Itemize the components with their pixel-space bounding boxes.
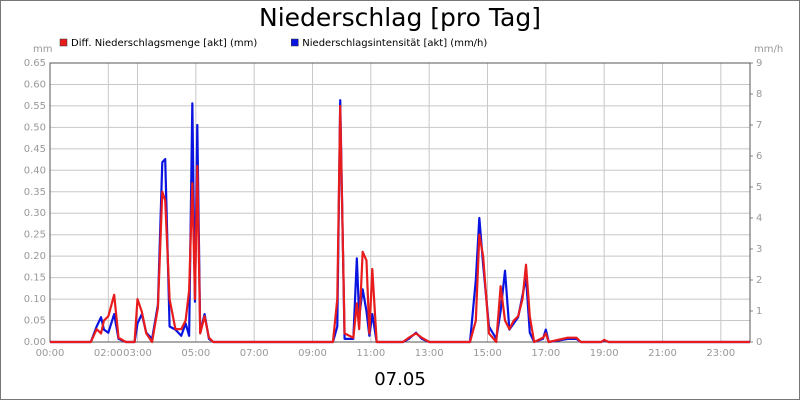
x-tick-label: 07:00 — [240, 348, 269, 359]
x-tick-label: 11:00 — [356, 348, 385, 359]
y-axis-label: mm — [33, 44, 52, 55]
y-tick-label: 0.05 — [24, 316, 46, 327]
y2-tick-label: 8 — [756, 89, 762, 100]
x-axis-label: 07.05 — [374, 369, 426, 390]
y2-tick-label: 5 — [756, 182, 762, 193]
y-tick-label: 0.60 — [24, 79, 46, 90]
legend-label: Diff. Niederschlagsmenge [akt] (mm) — [71, 38, 257, 49]
x-tick-label: 13:00 — [415, 348, 444, 359]
x-tick-label: 17:00 — [531, 348, 560, 359]
y2-tick-label: 9 — [756, 58, 762, 69]
y-tick-label: 0.55 — [24, 101, 46, 112]
y2-tick-label: 6 — [756, 151, 762, 162]
x-tick-label: 19:00 — [590, 348, 619, 359]
chart-title: Niederschlag [pro Tag] — [259, 3, 541, 32]
x-tick-label: 00:00 — [36, 348, 65, 359]
y-tick-label: 0.30 — [24, 208, 46, 219]
legend-swatch — [291, 38, 299, 47]
x-tick-label: 23:00 — [706, 348, 735, 359]
y-tick-label: 0.10 — [24, 294, 46, 305]
y-tick-label: 0.25 — [24, 230, 46, 241]
x-tick-label: 15:00 — [473, 348, 502, 359]
y-tick-label: 0.15 — [24, 273, 46, 284]
plot-area — [50, 63, 750, 342]
x-tick-label: 03:00 — [123, 348, 152, 359]
y-tick-label: 0.35 — [24, 187, 46, 198]
legend-swatch — [59, 38, 68, 47]
x-tick-label: 09:00 — [298, 348, 327, 359]
y2-tick-label: 1 — [756, 306, 762, 317]
y2-axis-label: mm/h — [754, 44, 783, 55]
x-tick-label: 02:00 — [94, 348, 123, 359]
y-tick-label: 0.50 — [24, 122, 46, 133]
y2-tick-label: 3 — [756, 244, 762, 255]
x-tick-label: 21:00 — [648, 348, 677, 359]
y-tick-label: 0.40 — [24, 165, 46, 176]
y2-tick-label: 7 — [756, 120, 762, 131]
x-tick-label: 05:00 — [181, 348, 210, 359]
y-tick-label: 0.00 — [24, 337, 46, 348]
series-line — [50, 104, 750, 344]
y2-tick-label: 2 — [756, 275, 762, 286]
y-tick-label: 0.20 — [24, 251, 46, 262]
y-tick-label: 0.65 — [24, 58, 46, 69]
y2-tick-label: 4 — [756, 213, 762, 224]
y2-tick-label: 0 — [756, 337, 762, 348]
legend-label: Niederschlagsintensität [akt] (mm/h) — [302, 38, 487, 49]
y-tick-label: 0.45 — [24, 144, 46, 155]
